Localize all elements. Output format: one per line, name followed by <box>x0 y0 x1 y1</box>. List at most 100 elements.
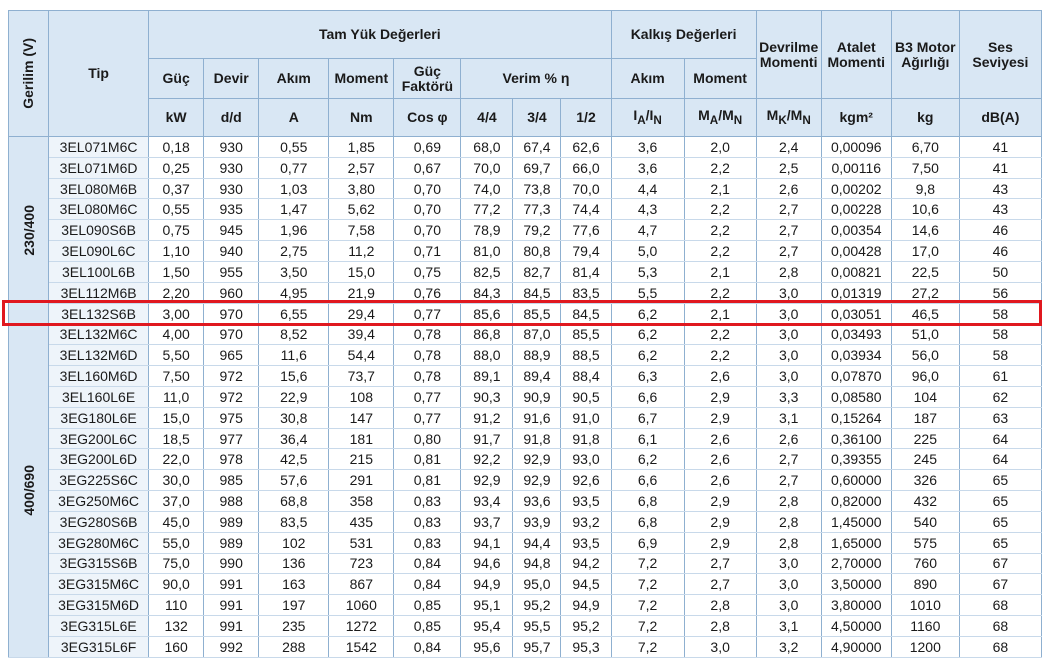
value-cell: 0,03051 <box>820 302 892 325</box>
value-cell: 54,4 <box>328 344 395 367</box>
type-cell: 3EL160L6E <box>48 385 150 408</box>
value-cell: 6,7 <box>610 406 685 429</box>
type-cell: 3EL132M6C <box>48 323 150 346</box>
header-cell: kg <box>890 98 960 137</box>
table-row: 3EL160L6E 11,0 972 22,9 108 0,77 90,3 90,9 90,5 6… <box>9 385 1043 408</box>
type-cell: 3EL080M6B <box>48 177 150 200</box>
value-cell: 73,7 <box>328 365 395 387</box>
value-cell: 3,50 <box>258 260 330 283</box>
value-cell: 0,55 <box>258 136 330 158</box>
value-cell: 6,70 <box>890 136 960 158</box>
value-cell: 3,80 <box>328 177 395 200</box>
value-cell: 3,50000 <box>820 573 892 596</box>
type-cell: 3EL100L6B <box>48 260 150 283</box>
value-cell: 1,45000 <box>820 510 892 533</box>
value-cell: 90,3 <box>460 385 514 408</box>
type-cell: 3EG280M6C <box>48 531 150 554</box>
value-cell: 7,50 <box>148 365 205 387</box>
value-cell: 15,0 <box>328 260 395 283</box>
value-cell: 5,3 <box>610 260 685 283</box>
value-cell: 86,8 <box>460 323 514 346</box>
value-cell: 46,5 <box>890 302 960 325</box>
value-cell: 1,85 <box>328 136 395 158</box>
value-cell: 11,2 <box>328 240 395 262</box>
value-cell: 2,2 <box>683 240 757 262</box>
value-cell: 940 <box>203 240 260 262</box>
value-cell: 62,6 <box>560 136 612 158</box>
value-cell: 0,15264 <box>820 406 892 429</box>
table-row: 3EG180L6E 15,0 975 30,8 147 0,77 91,2 91,6 91,0 6… <box>9 406 1043 429</box>
value-cell: 0,07870 <box>820 365 892 387</box>
type-cell: 3EL112M6B <box>48 281 150 304</box>
value-cell: 970 <box>203 323 260 346</box>
value-cell: 965 <box>203 344 260 367</box>
value-cell: 0,84 <box>393 552 462 575</box>
value-cell: 3,0 <box>755 594 822 617</box>
value-cell: 93,6 <box>512 490 562 512</box>
value-cell: 0,85 <box>393 615 462 637</box>
value-cell: 2,70000 <box>820 552 892 575</box>
value-cell: 6,2 <box>610 344 685 367</box>
table-row: Güç Devir Akım Moment Güç Faktörü Verim % η Ak… <box>9 58 1042 99</box>
value-cell: 9,8 <box>890 177 960 200</box>
value-cell: 0,85 <box>393 594 462 617</box>
header-cell: Ses Seviyesi <box>958 10 1043 99</box>
unit-cell: MK/MN <box>755 98 822 137</box>
table-row: 3EL112M6B 2,20 960 4,95 21,9 0,76 84,3 84,5 83,5… <box>9 281 1043 304</box>
value-cell: 95,5 <box>512 615 562 637</box>
value-cell: 6,1 <box>610 427 685 450</box>
table-row: 3EL132M6D 5,50 965 11,6 54,4 0,78 88,0 88,9 88,5… <box>9 344 1043 367</box>
value-cell: 531 <box>328 531 395 554</box>
value-cell: 2,6 <box>683 427 757 450</box>
value-cell: 5,50 <box>148 344 205 367</box>
value-cell: 291 <box>328 469 395 492</box>
value-cell: 4,50000 <box>820 615 892 637</box>
type-cell: 3EL132S6B <box>48 302 150 325</box>
type-cell: 3EG315S6B <box>48 552 150 575</box>
value-cell: 73,8 <box>512 177 562 200</box>
value-cell: 81,4 <box>560 260 612 283</box>
value-cell: 88,5 <box>560 344 612 367</box>
value-cell: 2,8 <box>755 531 822 554</box>
value-cell: 7,2 <box>610 615 685 637</box>
value-cell: 0,77 <box>393 406 462 429</box>
value-cell: 5,5 <box>610 281 685 304</box>
value-cell: 91,6 <box>512 406 562 429</box>
unit-cell: MA/MN <box>683 98 757 137</box>
value-cell: 991 <box>203 594 260 617</box>
value-cell: 2,7 <box>755 198 822 221</box>
value-cell: 82,7 <box>512 260 562 283</box>
value-cell: 2,9 <box>683 510 757 533</box>
value-cell: 935 <box>203 198 260 221</box>
value-cell: 2,6 <box>683 448 757 471</box>
table-row: 3EG315L6F 160 992 288 1542 0,84 95,6 95,7 95,3 7,… <box>9 635 1043 658</box>
value-cell: 4,7 <box>610 219 685 242</box>
value-cell: 985 <box>203 469 260 492</box>
unit-text: I <box>633 106 638 123</box>
subscript: N <box>802 113 811 127</box>
value-cell: 235 <box>258 615 330 637</box>
value-cell: 990 <box>203 552 260 575</box>
value-cell: 160 <box>148 635 205 658</box>
vertical-text: 400/690 <box>20 465 37 516</box>
value-cell: 0,77 <box>258 156 330 179</box>
value-cell: 225 <box>890 427 960 450</box>
table-row: 3EG315M6C 90,0 991 163 867 0,84 94,9 95,0 94,5 7,… <box>9 573 1043 596</box>
unit-text: /M <box>786 106 803 123</box>
value-cell: 575 <box>890 531 960 554</box>
value-cell: 2,1 <box>683 177 757 200</box>
value-cell: 955 <box>203 260 260 283</box>
header-cell: Verim % η <box>460 58 612 99</box>
table-row: 3EL071M6D 0,25 930 0,77 2,57 0,67 70,0 69,7 66,0… <box>9 156 1043 179</box>
table-row: 3EG200L6C 18,5 977 36,4 181 0,80 91,7 91,8 91,8 6… <box>9 427 1043 450</box>
value-cell: 65 <box>958 469 1043 492</box>
value-cell: 0,71 <box>393 240 462 262</box>
value-cell: 95,7 <box>512 635 562 658</box>
value-cell: 93,5 <box>560 531 612 554</box>
value-cell: 68 <box>958 615 1043 637</box>
value-cell: 94,6 <box>460 552 514 575</box>
table-row: 3EG280M6C 55,0 989 102 531 0,83 94,1 94,4 93,5 6,… <box>9 531 1043 554</box>
value-cell: 2,7 <box>683 552 757 575</box>
value-cell: 2,4 <box>755 136 822 158</box>
value-cell: 2,6 <box>755 427 822 450</box>
